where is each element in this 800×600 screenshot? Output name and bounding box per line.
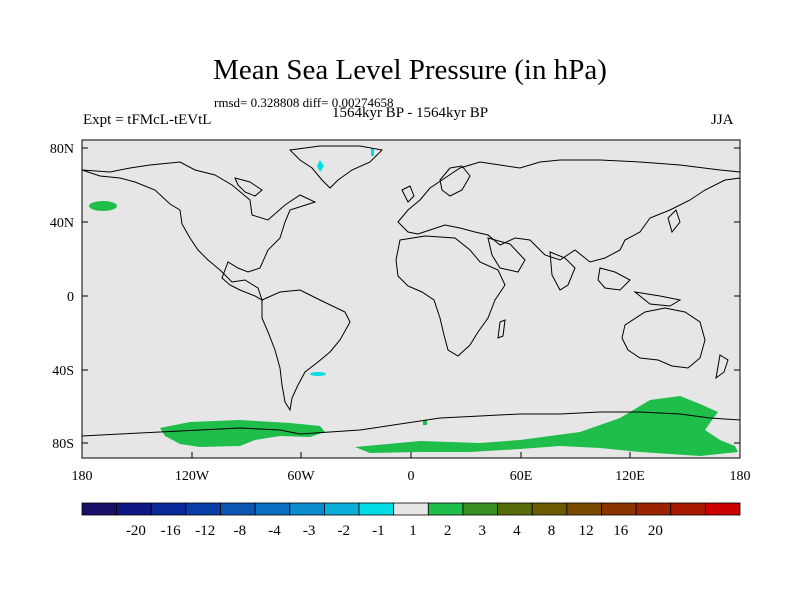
colorbar-label: 2 xyxy=(444,523,452,539)
colorbar-box xyxy=(566,502,602,516)
colorbar-label: -8 xyxy=(234,523,247,539)
colorbar-label: -12 xyxy=(195,523,215,539)
colorbar-box xyxy=(81,502,118,516)
colorbar-label: -2 xyxy=(337,523,350,539)
hudson-bay xyxy=(234,177,263,197)
colorbar-label: 12 xyxy=(579,523,594,539)
map-title: Mean Sea Level Pressure (in hPa) xyxy=(213,54,607,86)
southeast-asia-islands xyxy=(597,267,682,307)
longitude-ticks xyxy=(81,452,741,458)
colorbar-box xyxy=(289,502,325,516)
positive-anomaly-regions xyxy=(89,201,738,456)
coastlines xyxy=(81,145,741,437)
colorbar-box xyxy=(324,502,360,516)
antarctica-coast xyxy=(81,411,741,437)
colorbar-label: 20 xyxy=(648,523,663,539)
colorbar-label: -20 xyxy=(126,523,146,539)
lat-label-80s: 80S xyxy=(52,437,74,452)
colorbar-labels: -20 -16 -12 -8 -4 -3 -2 -1 1 2 3 4 8 12 16 20 xyxy=(126,523,663,539)
colorbar-box xyxy=(116,502,152,516)
season-label: JJA xyxy=(711,112,734,128)
lat-label-80n: 80N xyxy=(50,142,74,157)
colorbar-box xyxy=(254,502,291,516)
colorbar-box xyxy=(150,502,187,516)
north-america-coast xyxy=(81,161,317,302)
lon-label-60w: 60W xyxy=(287,469,315,484)
colorbar-box xyxy=(704,502,741,516)
arabia-coast xyxy=(487,237,526,273)
south-atlantic-patch xyxy=(310,372,326,376)
new-zealand-coast xyxy=(715,354,729,380)
colorbar-label: 1 xyxy=(409,523,417,539)
south-america-coast xyxy=(261,289,351,412)
greenland-patch xyxy=(317,160,324,172)
colorbar-box xyxy=(497,502,533,516)
colorbar-box xyxy=(220,502,256,516)
colorbar-label: 8 xyxy=(548,523,556,539)
negative-anomaly-regions xyxy=(310,148,374,376)
colorbar-box xyxy=(393,502,429,516)
colorbar-label: 4 xyxy=(513,523,521,539)
arctic-patch xyxy=(371,148,374,156)
british-isles xyxy=(401,185,415,203)
scandinavia-coast xyxy=(439,165,471,197)
colorbar xyxy=(81,502,741,516)
map-field xyxy=(81,139,741,459)
lat-label-40s: 40S xyxy=(52,364,74,379)
lon-label-180e: 180 xyxy=(730,469,751,484)
latitude-ticks xyxy=(82,147,740,444)
lon-label-60e: 60E xyxy=(510,469,533,484)
period-subtitle: 1564kyr BP - 1564kyr BP xyxy=(331,105,489,121)
lat-label-40n: 40N xyxy=(50,216,74,231)
experiment-label: Expt = tFMcL-tEVtL xyxy=(83,112,212,128)
colorbar-box xyxy=(462,502,498,516)
north-pacific-patch xyxy=(89,201,117,211)
japan-coast xyxy=(667,209,681,234)
colorbar-label: 16 xyxy=(613,523,629,539)
lat-label-0: 0 xyxy=(67,290,74,305)
africa-coast xyxy=(395,235,506,357)
southern-ocean-patch xyxy=(355,396,738,456)
colorbar-label: -3 xyxy=(303,523,316,539)
madagascar-coast xyxy=(497,319,506,339)
india-coast xyxy=(549,251,576,291)
colorbar-label: -16 xyxy=(161,523,181,539)
lon-label-180w: 180 xyxy=(72,469,93,484)
lon-label-0: 0 xyxy=(408,469,415,484)
greenland-coast xyxy=(288,145,384,189)
lon-label-120e: 120E xyxy=(615,469,645,484)
colorbar-box xyxy=(427,502,464,516)
australia-coast xyxy=(621,307,706,369)
colorbar-label: 3 xyxy=(479,523,487,539)
colorbar-box xyxy=(670,502,706,516)
europe-coast xyxy=(397,159,741,263)
antarctic-patch xyxy=(160,420,325,447)
lon-label-120w: 120W xyxy=(175,469,210,484)
statistics-text: rmsd= 0.328808 diff= 0.00274658 xyxy=(214,95,394,110)
colorbar-box xyxy=(358,502,395,516)
small-patch xyxy=(423,420,427,425)
colorbar-box xyxy=(531,502,568,516)
colorbar-box xyxy=(601,502,637,516)
colorbar-label: -1 xyxy=(372,523,385,539)
colorbar-label: -4 xyxy=(268,523,281,539)
colorbar-box xyxy=(635,502,672,516)
colorbar-box xyxy=(185,502,221,516)
